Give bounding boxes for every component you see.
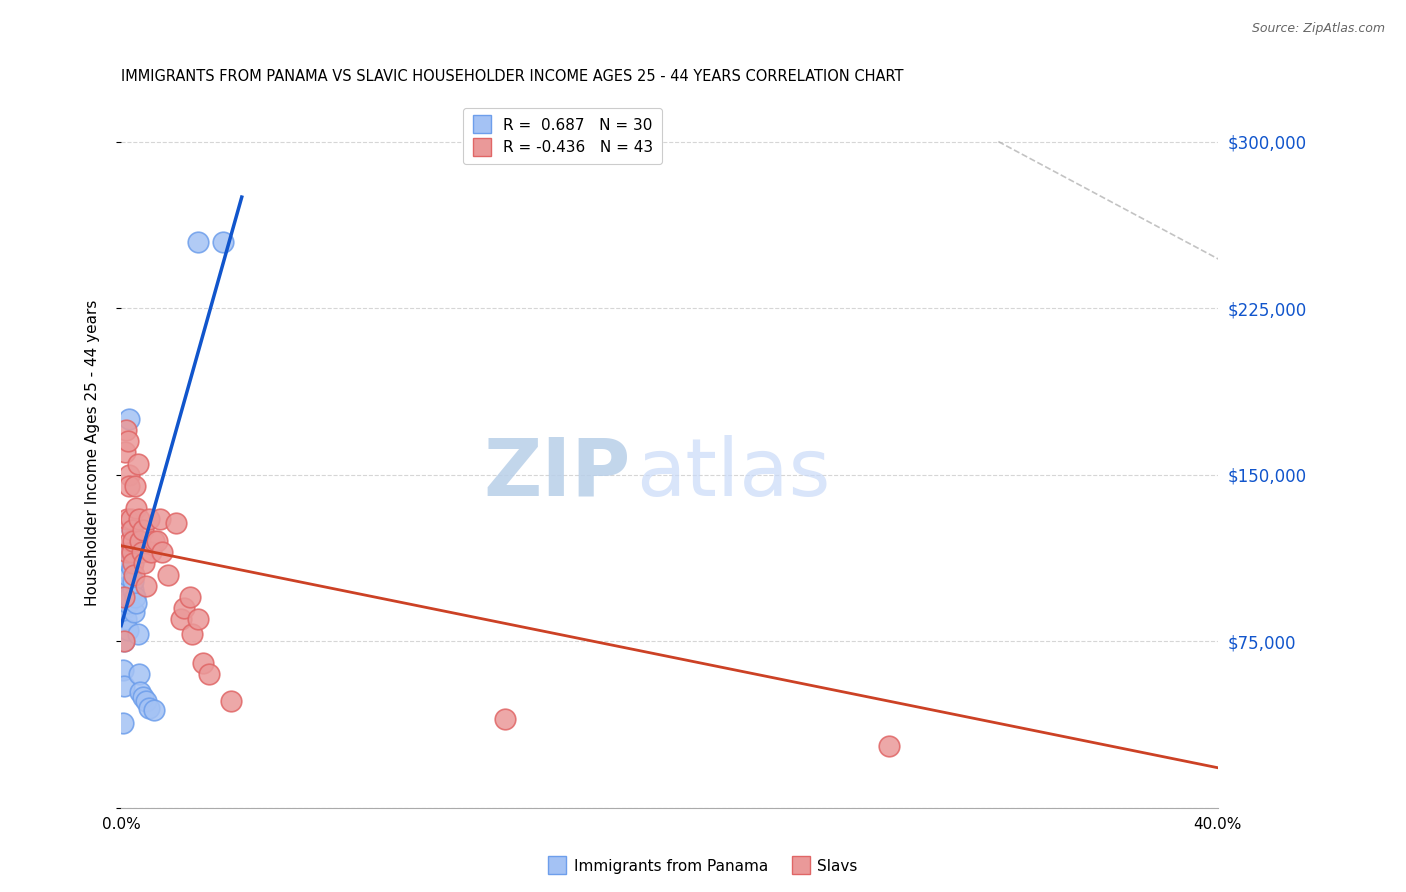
Point xyxy=(121,523,143,537)
Point xyxy=(112,663,135,677)
Point xyxy=(112,590,135,604)
Point xyxy=(121,545,143,559)
Point xyxy=(494,712,516,726)
Point xyxy=(128,512,150,526)
Point xyxy=(138,512,160,526)
Point xyxy=(181,627,204,641)
Point xyxy=(120,512,142,526)
Point xyxy=(187,235,209,249)
Point xyxy=(143,703,166,717)
Point xyxy=(121,523,143,537)
Point xyxy=(138,700,160,714)
Point xyxy=(112,679,135,693)
Point xyxy=(146,534,169,549)
Point xyxy=(115,512,138,526)
Point xyxy=(127,457,149,471)
Point xyxy=(156,567,179,582)
Point xyxy=(120,545,142,559)
Point xyxy=(135,694,157,708)
Point xyxy=(112,634,135,648)
Text: IMMIGRANTS FROM PANAMA VS SLAVIC HOUSEHOLDER INCOME AGES 25 - 44 YEARS CORRELATI: IMMIGRANTS FROM PANAMA VS SLAVIC HOUSEHO… xyxy=(121,69,904,84)
Point xyxy=(121,534,143,549)
Point xyxy=(121,561,143,575)
Point xyxy=(115,423,138,437)
Point xyxy=(125,500,148,515)
Point xyxy=(128,667,150,681)
Point xyxy=(173,600,195,615)
Point xyxy=(198,667,221,681)
Point xyxy=(117,434,139,449)
Point xyxy=(122,574,145,589)
Point xyxy=(129,685,152,699)
Text: ZIP: ZIP xyxy=(484,434,631,513)
Point xyxy=(118,479,141,493)
Point xyxy=(117,623,139,637)
Point xyxy=(124,605,146,619)
Point xyxy=(141,545,163,559)
Point xyxy=(131,545,153,559)
Point xyxy=(877,739,900,753)
Point xyxy=(115,579,138,593)
Point xyxy=(118,412,141,426)
Point xyxy=(165,516,187,531)
Point xyxy=(122,557,145,571)
Point xyxy=(129,534,152,549)
Point xyxy=(179,590,201,604)
Point xyxy=(115,545,138,559)
Point xyxy=(124,567,146,582)
Point xyxy=(111,716,134,731)
Point xyxy=(115,567,138,582)
Point xyxy=(132,690,155,704)
Legend: Immigrants from Panama, Slavs: Immigrants from Panama, Slavs xyxy=(543,853,863,880)
Point xyxy=(134,557,156,571)
Point xyxy=(114,600,136,615)
Point xyxy=(118,590,141,604)
Point xyxy=(121,583,143,598)
Point xyxy=(187,612,209,626)
Point xyxy=(112,634,135,648)
Point xyxy=(132,523,155,537)
Point xyxy=(143,534,166,549)
Legend: R =  0.687   N = 30, R = -0.436   N = 43: R = 0.687 N = 30, R = -0.436 N = 43 xyxy=(463,109,662,164)
Point xyxy=(118,534,141,549)
Point xyxy=(125,596,148,610)
Point xyxy=(193,657,215,671)
Point xyxy=(135,579,157,593)
Point xyxy=(114,445,136,459)
Point xyxy=(127,627,149,641)
Point xyxy=(148,512,170,526)
Point xyxy=(115,612,138,626)
Point xyxy=(170,612,193,626)
Point xyxy=(211,235,233,249)
Point xyxy=(124,590,146,604)
Point xyxy=(117,596,139,610)
Point xyxy=(150,545,173,559)
Point xyxy=(118,467,141,482)
Text: Source: ZipAtlas.com: Source: ZipAtlas.com xyxy=(1251,22,1385,36)
Point xyxy=(118,557,141,571)
Point xyxy=(219,694,242,708)
Y-axis label: Householder Income Ages 25 - 44 years: Householder Income Ages 25 - 44 years xyxy=(86,299,100,606)
Point xyxy=(124,479,146,493)
Text: atlas: atlas xyxy=(637,434,831,513)
